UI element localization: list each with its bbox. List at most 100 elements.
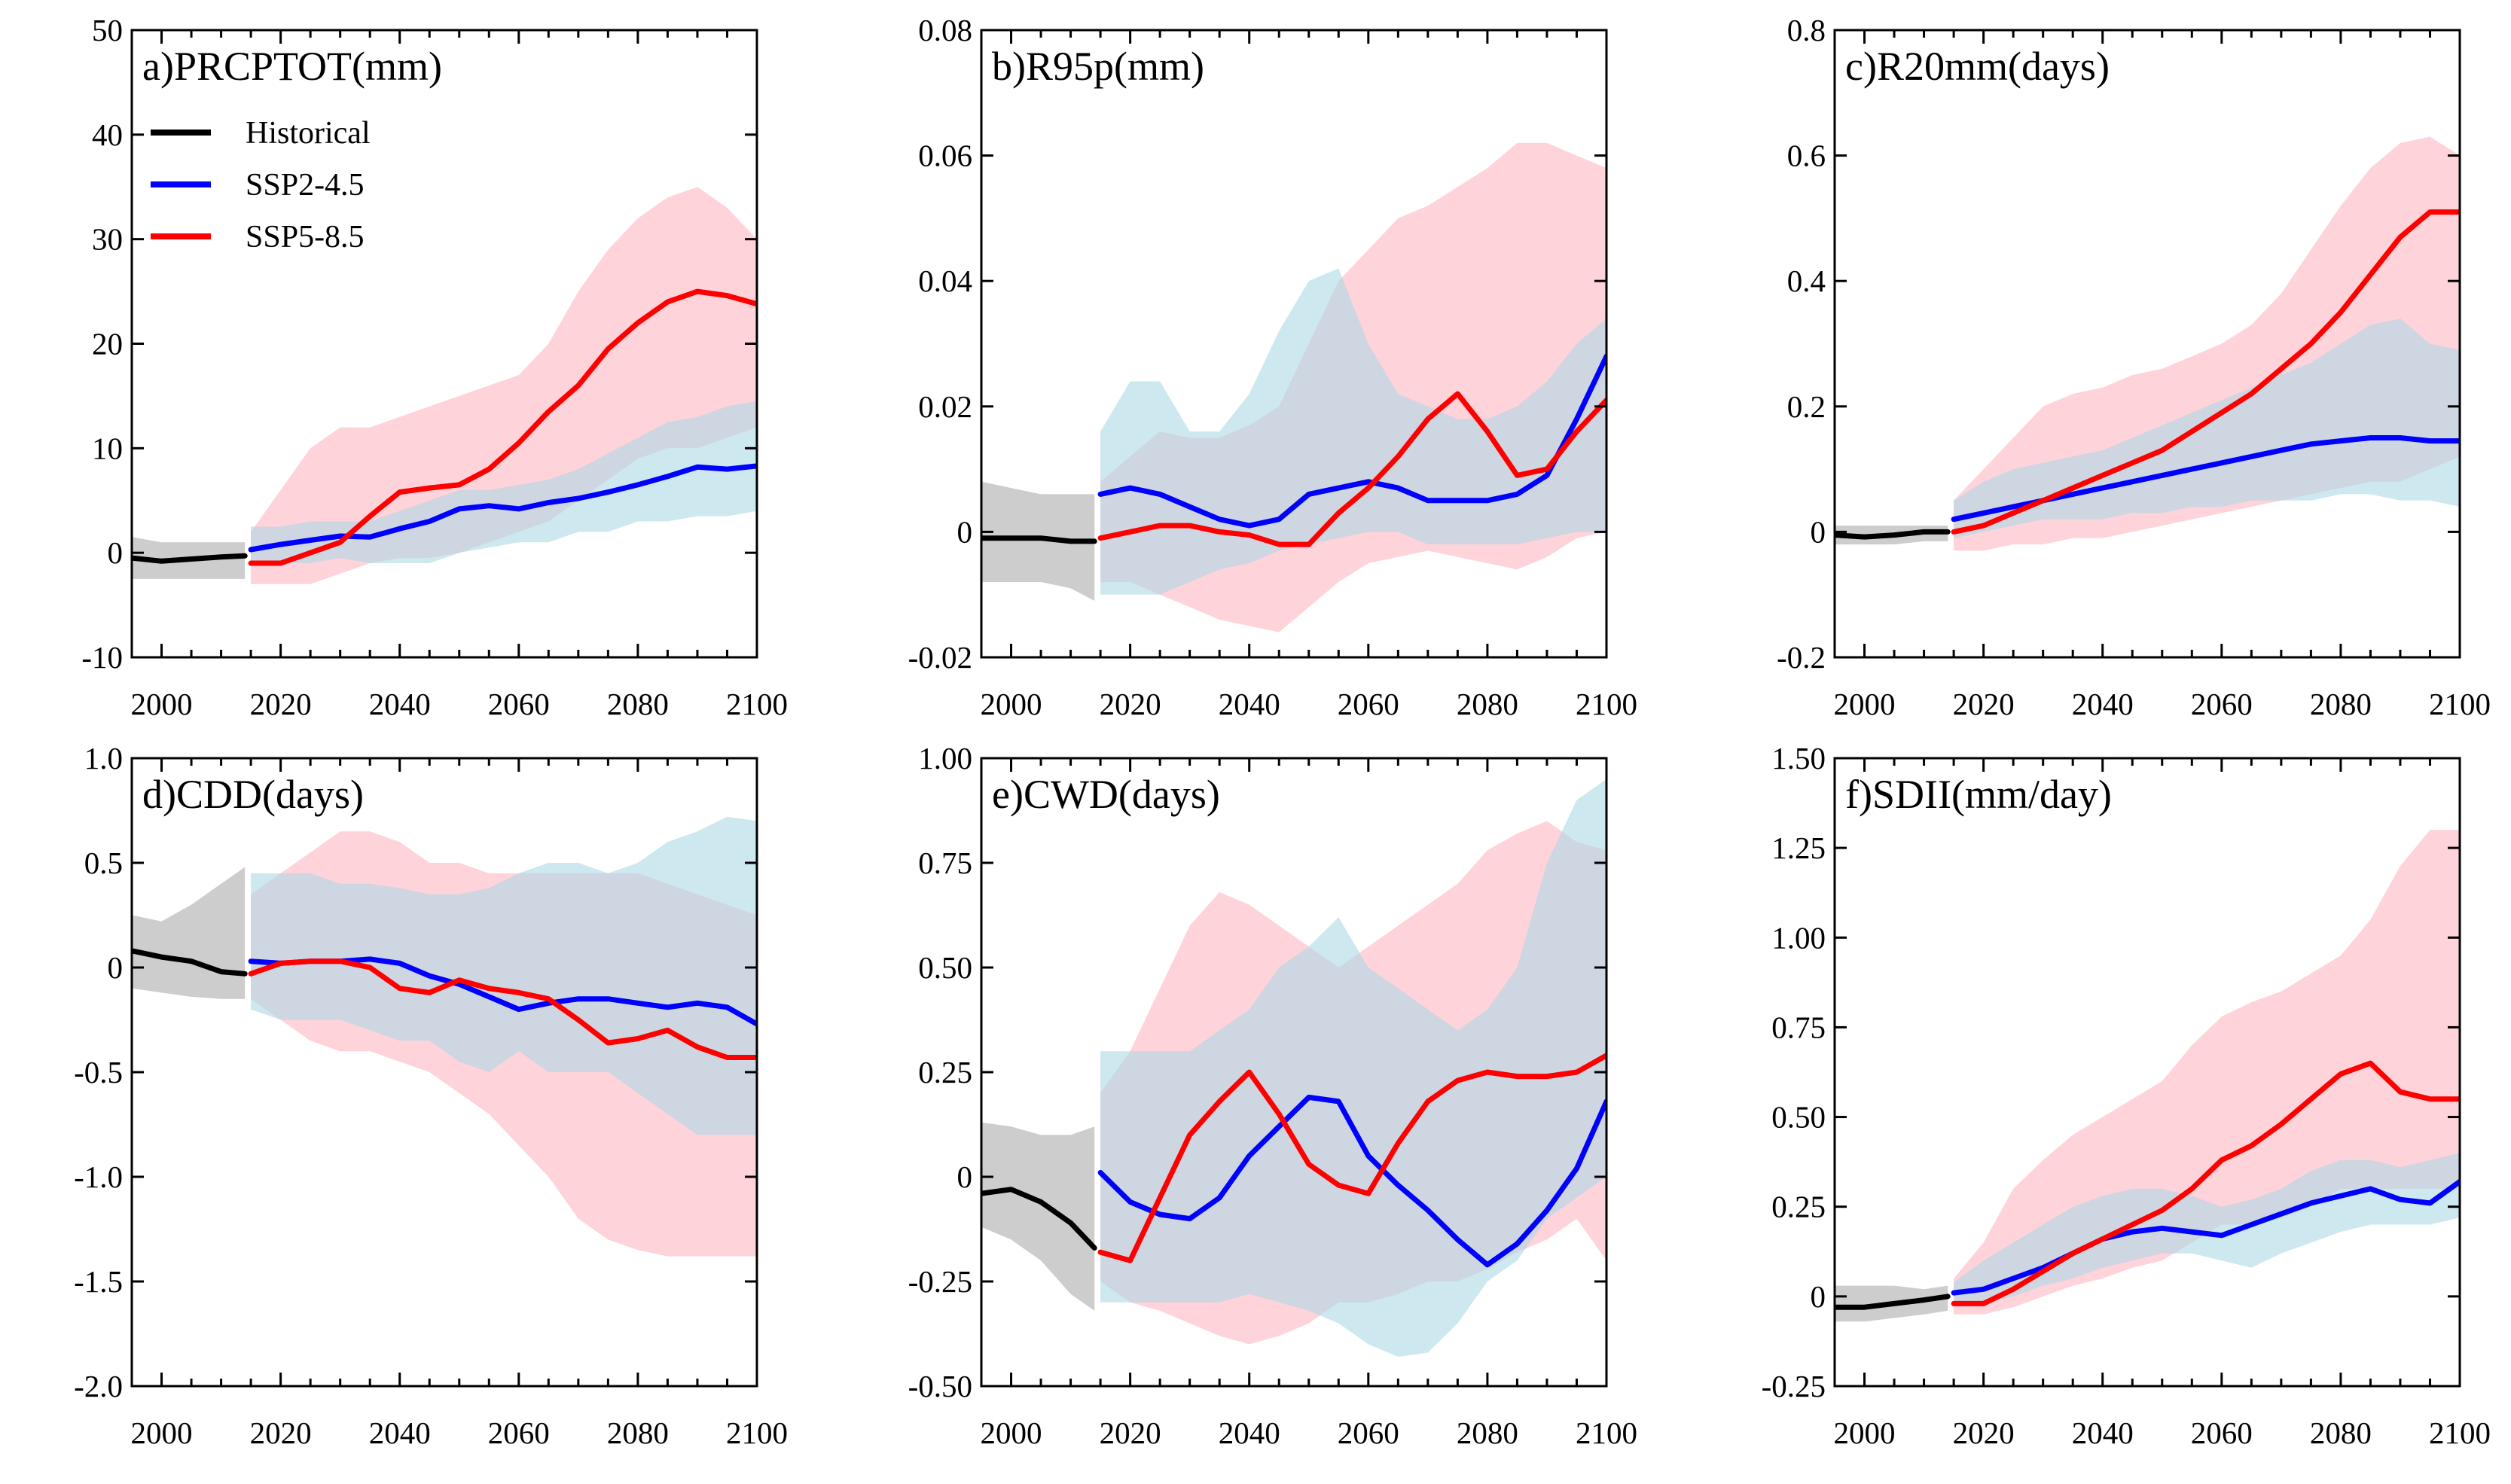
panel-3: -0.2 0 0.2 0.4 0.6 0.8 2000 2020 2040 2060 2080 210… xyxy=(1777,13,2491,721)
y-tick-label: 40 xyxy=(92,117,123,152)
y-tick-label: 1.00 xyxy=(918,741,972,776)
line-historical xyxy=(981,535,1097,544)
legend: Historical SSP2-4.5 SSP5-8.5 xyxy=(151,116,371,254)
y-tick-label: 1.25 xyxy=(1771,830,1826,865)
plot-area xyxy=(1835,30,2460,657)
x-tick-label: 2060 xyxy=(488,1415,550,1450)
panel-frame xyxy=(1833,29,2461,659)
y-tick-label: 0.25 xyxy=(1771,1190,1826,1224)
band-historical xyxy=(981,481,1095,601)
band-historical xyxy=(132,867,246,999)
y-tick-label: 0 xyxy=(957,1159,973,1194)
y-tick-label: 20 xyxy=(92,327,123,361)
x-tick-label: 2080 xyxy=(1457,1415,1518,1450)
plot-area xyxy=(981,30,1606,657)
panel-title: f)SDII(mm/day) xyxy=(1845,772,2112,817)
panel-2: -0.02 0 0.02 0.04 0.06 0.08 2000 2020 2040 2060 20… xyxy=(908,13,1637,721)
x-tick-label: 2100 xyxy=(726,1415,788,1450)
line-ssp5-8-5 xyxy=(1097,391,1606,547)
legend-item-historical: Historical xyxy=(151,116,371,151)
y-tick-label: 0.50 xyxy=(1771,1100,1826,1135)
y-tick-label: 0.4 xyxy=(1787,264,1826,298)
panel-title: c)R20mm(days) xyxy=(1845,44,2110,89)
x-tick-label: 2020 xyxy=(1953,1415,2015,1450)
y-tick-label: -0.2 xyxy=(1777,640,1826,675)
band-ssp2-4-5 xyxy=(251,816,757,1135)
plot-area xyxy=(981,758,1606,1386)
band-ssp2-4-5 xyxy=(1100,268,1606,595)
x-tick-label: 2020 xyxy=(1100,687,1161,721)
y-tick-label: -2.0 xyxy=(74,1369,123,1403)
y-tick-label: -0.50 xyxy=(908,1369,972,1403)
band-historical xyxy=(981,1122,1095,1311)
y-tick-label: 0.75 xyxy=(1771,1010,1826,1044)
band-ssp2-4-5 xyxy=(1954,1153,2460,1304)
panel-frame xyxy=(980,29,1608,659)
line-ssp2-4-5 xyxy=(248,463,757,553)
x-tick-label: 2040 xyxy=(2072,687,2134,721)
band-ssp5-8-5 xyxy=(251,187,757,584)
y-tick-label: -1.0 xyxy=(74,1159,123,1194)
line-ssp2-4-5 xyxy=(1951,1178,2460,1296)
x-tick-label: 2040 xyxy=(2072,1415,2134,1450)
panel-6: -0.25 0 0.25 0.50 0.75 1.00 1.25 1.50 2000 2020 20… xyxy=(1762,741,2491,1450)
line-ssp5-8-5 xyxy=(1951,1060,2460,1306)
y-tick-label: 10 xyxy=(92,431,123,465)
x-tick-label: 2000 xyxy=(981,1415,1042,1450)
panel-frame xyxy=(1833,757,2461,1388)
line-historical xyxy=(1835,529,1951,540)
y-tick-label: 50 xyxy=(92,13,123,47)
line-ssp5-8-5 xyxy=(248,288,757,566)
x-tick-label: 2040 xyxy=(1219,687,1280,721)
x-tick-label: 2100 xyxy=(726,687,788,721)
line-ssp5-8-5 xyxy=(248,958,757,1060)
x-tick-label: 2020 xyxy=(250,1415,312,1450)
line-ssp2-4-5 xyxy=(1097,353,1606,529)
x-tick-label: 2100 xyxy=(1576,1415,1637,1450)
line-historical xyxy=(132,553,248,564)
x-tick-label: 2000 xyxy=(981,687,1042,721)
y-tick-label: 0 xyxy=(108,535,124,570)
line-ssp5-8-5 xyxy=(1951,209,2460,535)
panel-title: d)CDD(days) xyxy=(142,772,364,817)
y-tick-label: 0.08 xyxy=(918,13,972,47)
x-tick-label: 2060 xyxy=(2191,1415,2253,1450)
y-tick-label: 0.25 xyxy=(918,1055,972,1089)
plot-area xyxy=(132,758,757,1386)
line-historical xyxy=(981,1187,1097,1251)
x-tick-label: 2080 xyxy=(2310,1415,2372,1450)
y-tick-label: 0.04 xyxy=(918,264,972,298)
y-tick-label: 0 xyxy=(1811,514,1826,549)
x-tick-label: 2000 xyxy=(131,687,193,721)
y-tick-label: -10 xyxy=(81,640,123,675)
panel-title: e)CWD(days) xyxy=(992,772,1220,817)
y-tick-label: 0.06 xyxy=(918,139,972,173)
x-tick-label: 2020 xyxy=(250,687,312,721)
panel-4: -2.0 -1.5 -1.0 -0.5 0 0.5 1.0 2000 2020 2040 2060 2… xyxy=(74,741,788,1450)
panel-title: b)R95p(mm) xyxy=(992,44,1204,89)
x-tick-label: 2060 xyxy=(488,687,550,721)
y-tick-label: 0 xyxy=(1811,1279,1826,1314)
x-tick-label: 2080 xyxy=(1457,687,1518,721)
line-historical xyxy=(132,948,248,977)
plot-area xyxy=(132,30,757,657)
band-ssp2-4-5 xyxy=(1100,779,1606,1358)
legend-label: Historical xyxy=(246,116,371,151)
legend-item-ssp2-4-5: SSP2-4.5 xyxy=(151,168,365,203)
x-tick-label: 2020 xyxy=(1100,1415,1161,1450)
legend-label: SSP2-4.5 xyxy=(246,168,365,203)
band-ssp2-4-5 xyxy=(251,401,757,563)
y-tick-label: 0 xyxy=(108,950,124,985)
y-tick-label: 1.50 xyxy=(1771,741,1826,776)
y-tick-label: -0.02 xyxy=(908,640,972,675)
plot-area xyxy=(1835,758,2460,1386)
y-tick-label: 0.75 xyxy=(918,846,972,880)
y-tick-label: 0.5 xyxy=(84,846,123,880)
y-tick-label: 1.0 xyxy=(84,741,123,776)
x-tick-label: 2100 xyxy=(1576,687,1637,721)
x-tick-label: 2060 xyxy=(1338,1415,1399,1450)
x-tick-label: 2000 xyxy=(131,1415,193,1450)
y-tick-label: 0.50 xyxy=(918,950,972,985)
panel-title: a)PRCPTOT(mm) xyxy=(142,44,442,89)
y-tick-label: 0.6 xyxy=(1787,139,1826,173)
